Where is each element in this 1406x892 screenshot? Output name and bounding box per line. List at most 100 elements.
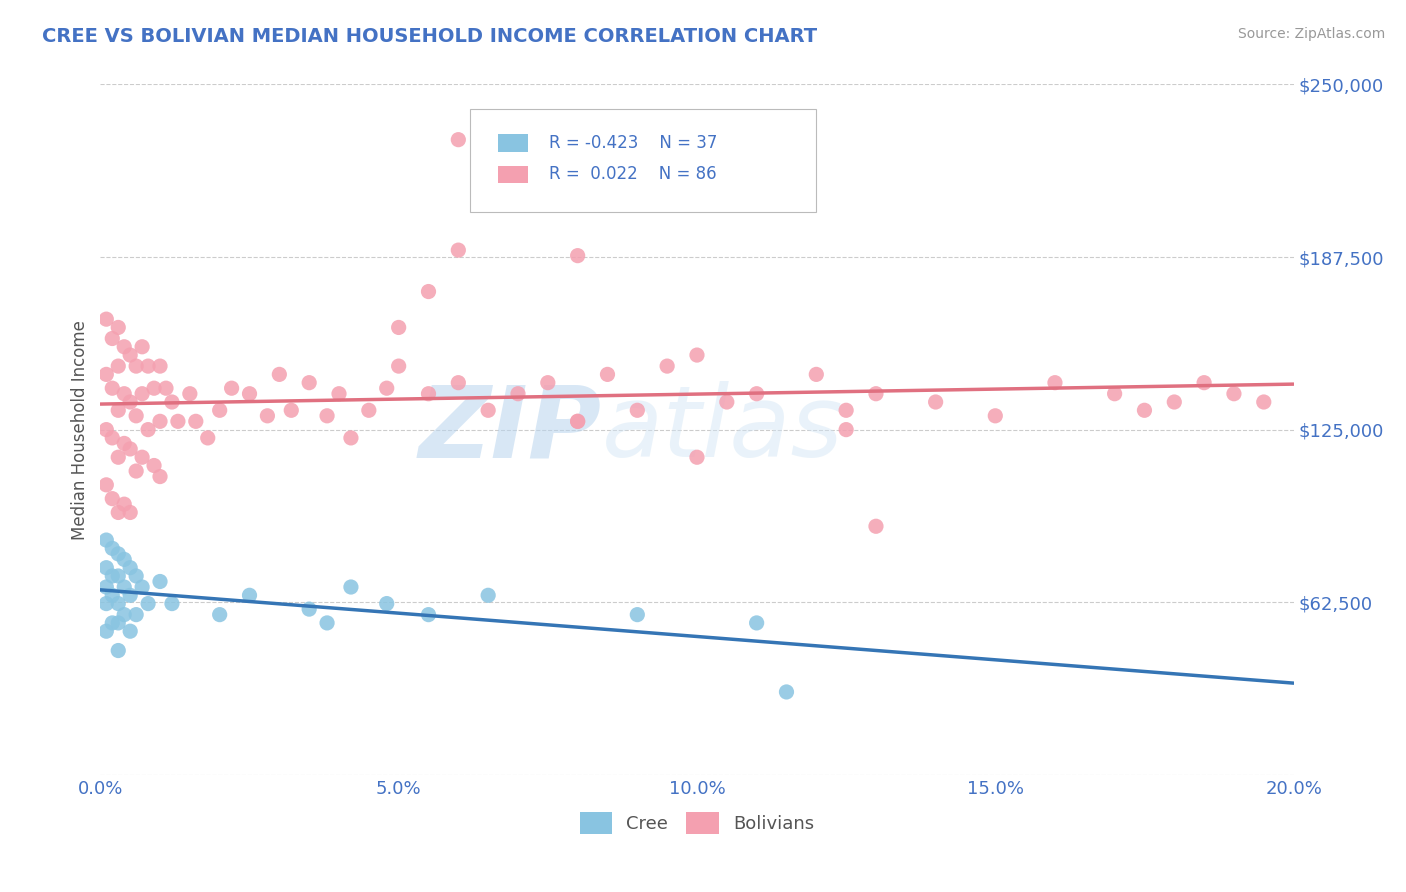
Point <box>96 533 118 547</box>
Text: Source: ZipAtlas.com: Source: ZipAtlas.com <box>1237 27 1385 41</box>
Point <box>107 320 129 334</box>
Point <box>506 386 529 401</box>
Point <box>143 458 166 473</box>
Point <box>112 552 135 566</box>
Point <box>626 403 648 417</box>
Point <box>131 580 153 594</box>
Legend: Cree, Bolivians: Cree, Bolivians <box>572 805 821 842</box>
Point <box>316 409 339 423</box>
Point <box>107 403 129 417</box>
Point <box>865 519 887 533</box>
Point <box>96 423 118 437</box>
Point <box>745 615 768 630</box>
Point <box>120 506 142 520</box>
Point <box>101 588 124 602</box>
Point <box>716 395 738 409</box>
Point <box>125 607 148 622</box>
Point <box>775 685 797 699</box>
Point <box>418 607 440 622</box>
Point <box>340 580 363 594</box>
Point <box>447 243 470 257</box>
Point <box>96 312 118 326</box>
Point <box>269 368 291 382</box>
Point <box>835 403 858 417</box>
Point <box>120 588 142 602</box>
Point <box>316 615 339 630</box>
Point <box>1104 386 1126 401</box>
Point <box>388 359 411 373</box>
Point <box>120 442 142 456</box>
Point <box>120 348 142 362</box>
Point <box>388 320 411 334</box>
Point <box>340 431 363 445</box>
Text: R =  0.022    N = 86: R = 0.022 N = 86 <box>548 165 717 183</box>
FancyBboxPatch shape <box>498 166 527 183</box>
Point <box>238 386 260 401</box>
Point <box>96 478 118 492</box>
Point <box>107 643 129 657</box>
Point <box>447 133 470 147</box>
Point <box>298 602 321 616</box>
Point <box>143 381 166 395</box>
FancyBboxPatch shape <box>470 109 817 212</box>
Point <box>107 597 129 611</box>
Point <box>120 395 142 409</box>
Point <box>1163 395 1185 409</box>
Point <box>107 450 129 465</box>
Point <box>1043 376 1066 390</box>
Point <box>96 597 118 611</box>
Point <box>184 414 207 428</box>
Text: ZIP: ZIP <box>419 381 602 478</box>
Point <box>136 597 159 611</box>
Point <box>477 403 499 417</box>
Text: atlas: atlas <box>602 381 844 478</box>
Point <box>149 574 172 589</box>
Point <box>125 359 148 373</box>
Point <box>418 386 440 401</box>
Point <box>136 359 159 373</box>
Point <box>101 331 124 345</box>
Point <box>107 569 129 583</box>
Point <box>298 376 321 390</box>
Point <box>125 464 148 478</box>
Point <box>221 381 243 395</box>
Point <box>596 368 619 382</box>
Point <box>101 431 124 445</box>
Point <box>112 340 135 354</box>
Point <box>537 376 560 390</box>
Point <box>280 403 302 417</box>
Text: CREE VS BOLIVIAN MEDIAN HOUSEHOLD INCOME CORRELATION CHART: CREE VS BOLIVIAN MEDIAN HOUSEHOLD INCOME… <box>42 27 817 45</box>
Point <box>924 395 946 409</box>
Point <box>357 403 380 417</box>
Point <box>107 615 129 630</box>
Point <box>375 597 398 611</box>
Point <box>112 386 135 401</box>
Point <box>120 560 142 574</box>
Point <box>984 409 1007 423</box>
Point <box>835 423 858 437</box>
Point <box>238 588 260 602</box>
Point <box>208 607 231 622</box>
Point <box>806 368 828 382</box>
Point <box>567 249 589 263</box>
Point <box>149 359 172 373</box>
Point <box>447 376 470 390</box>
Point <box>167 414 190 428</box>
Point <box>160 395 183 409</box>
Point <box>179 386 201 401</box>
Point <box>107 359 129 373</box>
Point <box>155 381 177 395</box>
FancyBboxPatch shape <box>498 135 527 152</box>
Point <box>107 506 129 520</box>
Point <box>125 569 148 583</box>
Point <box>1253 395 1275 409</box>
Point <box>567 414 589 428</box>
Point <box>567 414 589 428</box>
Point <box>131 450 153 465</box>
Point <box>1192 376 1215 390</box>
Point <box>112 580 135 594</box>
Point <box>160 597 183 611</box>
Point <box>96 580 118 594</box>
Point <box>149 414 172 428</box>
Point <box>208 403 231 417</box>
